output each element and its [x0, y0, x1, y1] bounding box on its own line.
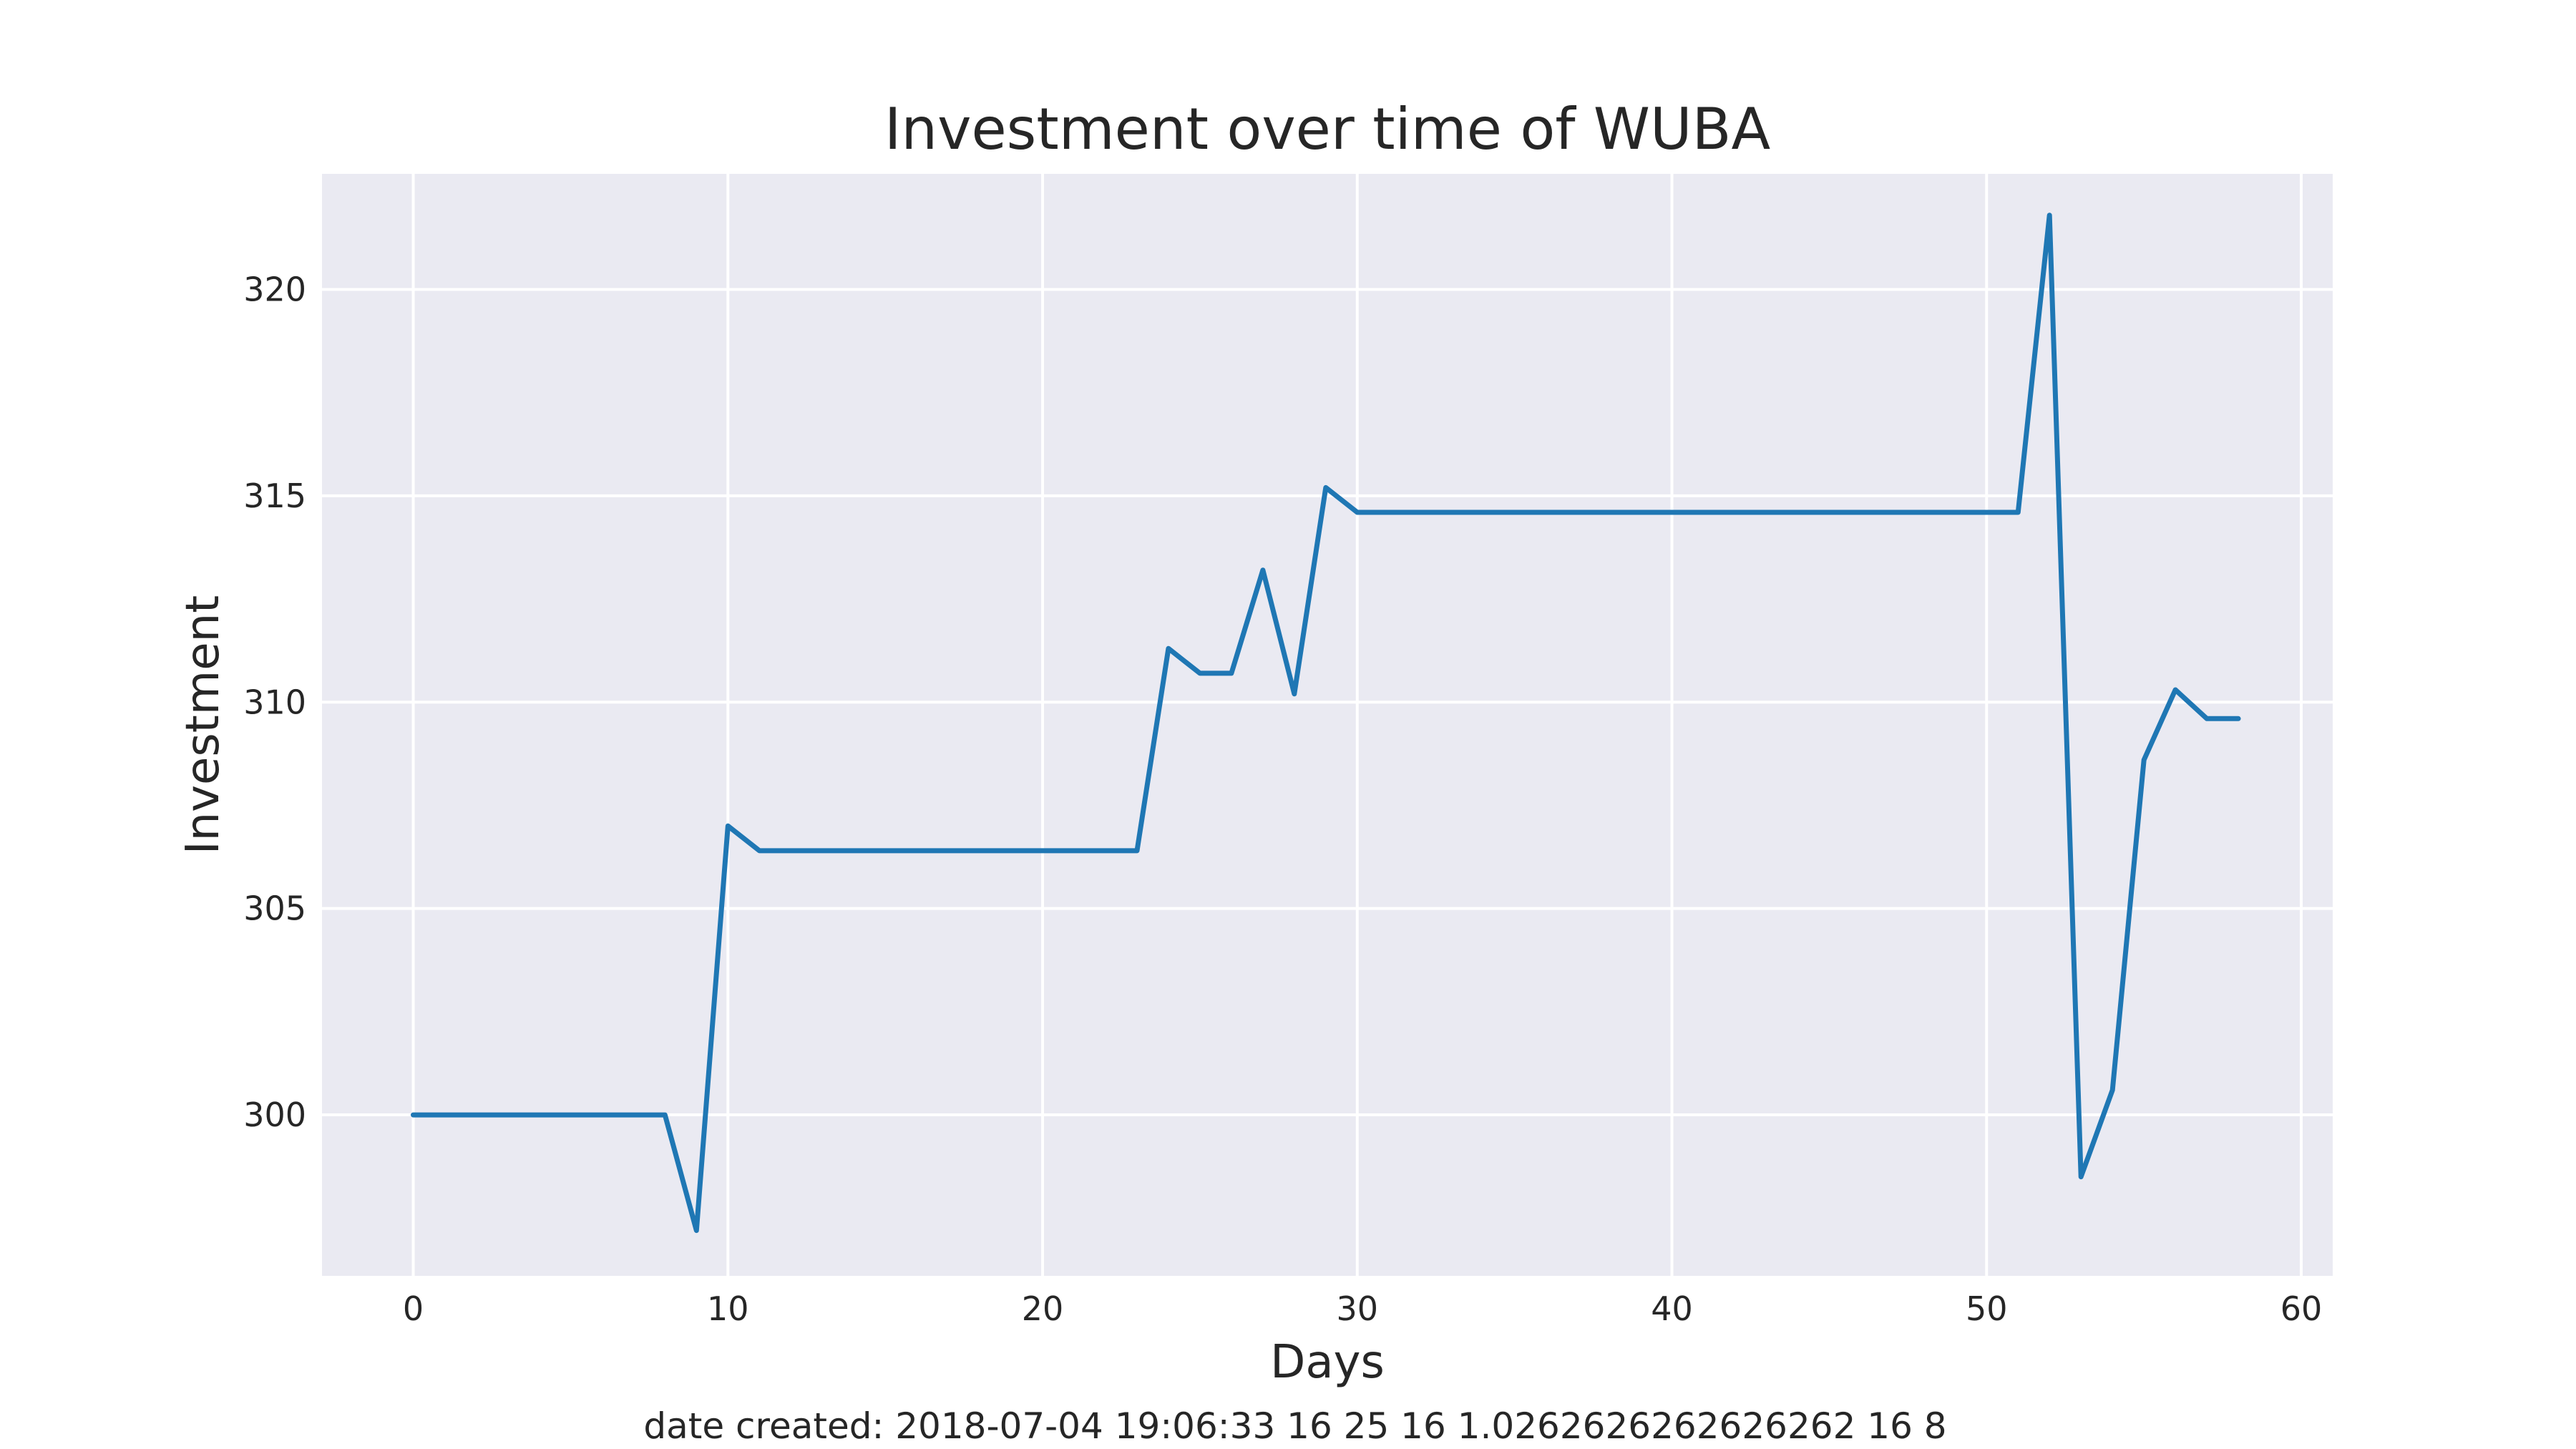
- x-tick-label: 0: [403, 1289, 424, 1328]
- y-tick-label: 300: [243, 1096, 306, 1134]
- x-tick-label: 50: [1966, 1289, 2008, 1328]
- y-tick-labels: 300 305 310 315 320: [243, 270, 306, 1134]
- series-line: [411, 213, 2241, 1234]
- chart-title: Investment over time of WUBA: [884, 96, 1771, 162]
- x-tick-label: 10: [707, 1289, 749, 1328]
- x-tick-label: 30: [1337, 1289, 1379, 1328]
- x-axis-label: Days: [1270, 1336, 1385, 1389]
- x-tick-label: 60: [2280, 1289, 2323, 1328]
- y-tick-label: 315: [243, 477, 306, 515]
- y-tick-label: 310: [243, 683, 306, 721]
- plot-area: [322, 174, 2333, 1276]
- y-tick-label: 320: [243, 270, 306, 308]
- y-tick-label: 305: [243, 889, 306, 928]
- y-axis-label: Investment: [177, 595, 230, 855]
- date-caption: date created: 2018-07-04 19:06:33 16 25 …: [643, 1405, 1946, 1447]
- x-tick-label: 20: [1022, 1289, 1064, 1328]
- x-tick-label: 40: [1651, 1289, 1693, 1328]
- gridlines: [322, 174, 2333, 1276]
- x-tick-labels: 0 10 20 30 40 50 60: [403, 1289, 2322, 1328]
